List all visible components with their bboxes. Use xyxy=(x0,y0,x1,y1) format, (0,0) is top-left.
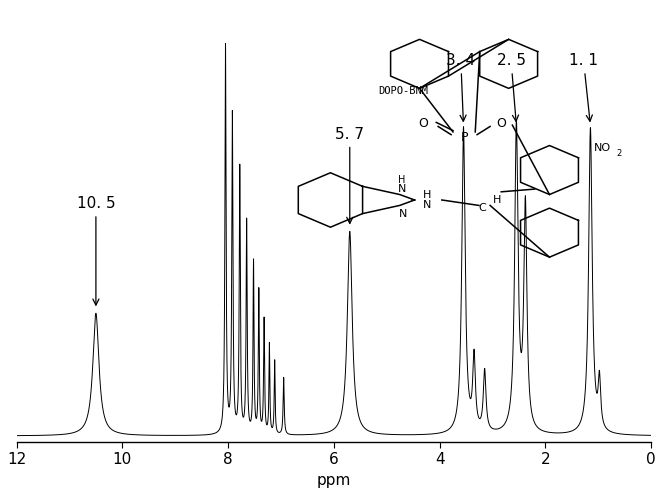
X-axis label: ppm: ppm xyxy=(317,473,351,488)
Text: O: O xyxy=(418,117,428,130)
Text: C: C xyxy=(479,203,487,213)
Text: P: P xyxy=(460,131,468,144)
Text: N: N xyxy=(397,184,406,194)
Text: H: H xyxy=(398,175,405,185)
Text: O: O xyxy=(497,117,506,130)
Text: 2. 5: 2. 5 xyxy=(497,53,526,121)
Text: 5. 7: 5. 7 xyxy=(335,127,364,223)
Text: DOPO-BNM: DOPO-BNM xyxy=(379,86,429,96)
Text: NO: NO xyxy=(594,143,611,153)
Text: H: H xyxy=(423,190,431,199)
Text: H: H xyxy=(493,195,502,205)
Text: N: N xyxy=(423,200,431,210)
Text: 3. 4: 3. 4 xyxy=(446,53,475,121)
Text: N: N xyxy=(399,208,408,219)
Text: 2: 2 xyxy=(617,149,622,158)
Text: 10. 5: 10. 5 xyxy=(77,196,115,305)
Text: 1. 1: 1. 1 xyxy=(569,53,598,121)
